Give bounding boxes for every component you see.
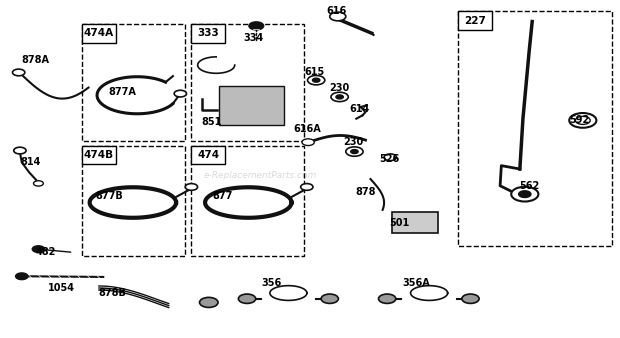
Bar — [458, 11, 613, 246]
Circle shape — [14, 147, 26, 154]
FancyBboxPatch shape — [192, 24, 226, 43]
Text: 616: 616 — [326, 6, 347, 17]
Text: 474A: 474A — [84, 28, 113, 39]
Circle shape — [33, 181, 43, 186]
Text: 474B: 474B — [84, 150, 113, 160]
FancyBboxPatch shape — [392, 212, 438, 233]
Circle shape — [249, 22, 264, 30]
Circle shape — [569, 113, 596, 128]
Circle shape — [384, 154, 396, 161]
Bar — [82, 146, 185, 256]
Text: 878A: 878A — [21, 55, 50, 65]
Bar — [82, 24, 185, 141]
Text: 356A: 356A — [402, 278, 430, 288]
Text: 878: 878 — [355, 188, 376, 197]
Text: 333: 333 — [198, 28, 219, 39]
Circle shape — [346, 147, 363, 156]
Text: 526: 526 — [379, 154, 400, 164]
Circle shape — [321, 294, 339, 304]
Circle shape — [512, 187, 538, 201]
FancyBboxPatch shape — [458, 11, 492, 30]
Circle shape — [32, 246, 45, 252]
Text: 356: 356 — [261, 278, 281, 288]
Text: 878B: 878B — [99, 288, 126, 298]
Text: 877: 877 — [212, 191, 232, 201]
Text: 474: 474 — [197, 150, 219, 160]
Text: 227: 227 — [464, 16, 486, 26]
Circle shape — [575, 116, 590, 124]
Text: 814: 814 — [21, 157, 41, 167]
FancyBboxPatch shape — [219, 86, 284, 125]
Circle shape — [336, 95, 343, 99]
Text: 851: 851 — [201, 117, 221, 127]
Circle shape — [331, 92, 348, 102]
FancyBboxPatch shape — [82, 146, 115, 164]
Text: 614: 614 — [349, 104, 370, 114]
Circle shape — [239, 294, 255, 304]
Text: 230: 230 — [343, 137, 363, 147]
Circle shape — [379, 294, 396, 304]
Circle shape — [16, 273, 28, 280]
FancyBboxPatch shape — [82, 24, 115, 43]
FancyBboxPatch shape — [192, 146, 226, 164]
Text: 230: 230 — [329, 83, 350, 93]
Circle shape — [174, 90, 187, 97]
Text: 562: 562 — [519, 181, 539, 191]
Circle shape — [302, 139, 314, 146]
Circle shape — [312, 78, 320, 82]
Text: 616A: 616A — [294, 124, 321, 135]
Text: 877B: 877B — [95, 191, 123, 201]
Circle shape — [518, 191, 531, 197]
Text: 1054: 1054 — [48, 283, 76, 293]
Bar — [192, 24, 304, 141]
Text: 592: 592 — [570, 115, 590, 125]
Text: 334: 334 — [243, 33, 264, 43]
Text: 482: 482 — [35, 247, 56, 257]
Circle shape — [330, 12, 346, 21]
Circle shape — [12, 69, 25, 76]
Circle shape — [200, 297, 218, 308]
Circle shape — [308, 75, 325, 85]
Text: 877A: 877A — [108, 87, 136, 97]
Bar — [192, 146, 304, 256]
Circle shape — [351, 149, 358, 153]
Text: e-ReplacementParts.com: e-ReplacementParts.com — [204, 171, 317, 180]
Text: 501: 501 — [389, 218, 410, 227]
Circle shape — [185, 184, 198, 190]
Circle shape — [462, 294, 479, 304]
Circle shape — [301, 184, 313, 190]
Text: 615: 615 — [304, 67, 324, 77]
